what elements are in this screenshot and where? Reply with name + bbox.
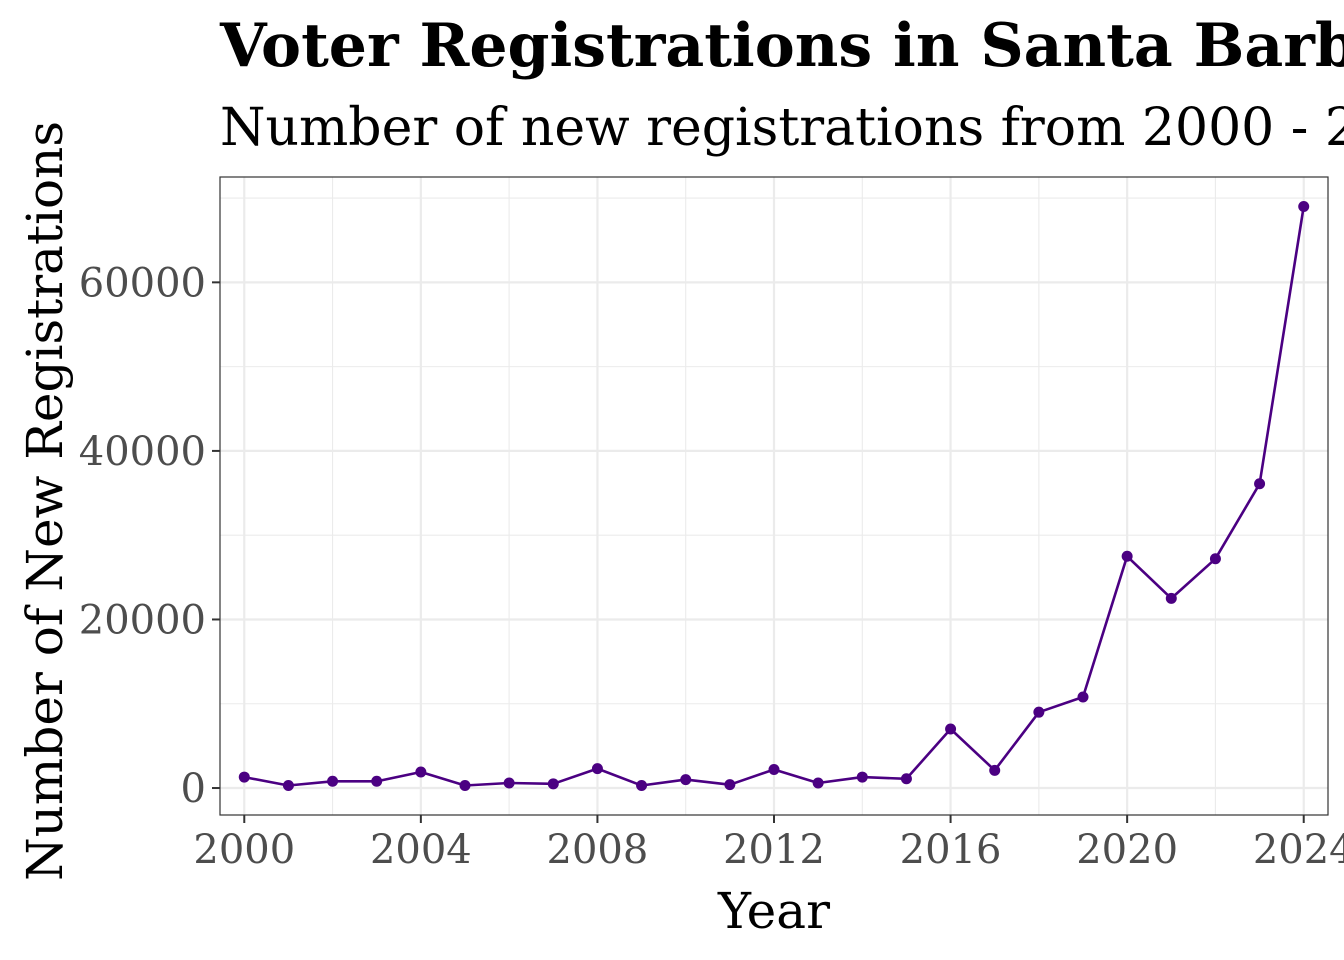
x-tick-label-2016: 2016: [900, 827, 1002, 873]
chart-subtitle: Number of new registrations from 2000 - …: [220, 98, 1344, 158]
data-point-2012: [768, 763, 780, 775]
data-point-2020: [1121, 550, 1133, 562]
data-point-2004: [415, 766, 427, 778]
data-point-2007: [547, 778, 559, 790]
data-point-2018: [1033, 706, 1045, 718]
y-tick-label-0: 0: [181, 766, 206, 812]
data-point-2000: [238, 771, 250, 783]
y-axis-title: Number of New Registrations: [16, 121, 74, 881]
data-point-2006: [503, 777, 515, 789]
data-point-2017: [989, 764, 1001, 776]
x-tick-label-2000: 2000: [193, 827, 295, 873]
data-point-2021: [1165, 592, 1177, 604]
data-point-2005: [459, 780, 471, 792]
data-point-2010: [680, 774, 692, 786]
plot-area: 2000 2004 2008 2012 2016 2020 2024 0 20000 40000 6…: [79, 176, 1344, 873]
data-point-2003: [371, 775, 383, 787]
y-tick-label-20000: 20000: [79, 597, 206, 643]
data-point-2008: [591, 763, 603, 775]
x-axis-title: Year: [717, 882, 830, 940]
data-point-2016: [945, 723, 957, 735]
y-tick-label-60000: 60000: [79, 260, 206, 306]
data-point-2022: [1209, 553, 1221, 565]
x-tick-label-2008: 2008: [547, 827, 649, 873]
data-point-2023: [1254, 478, 1266, 490]
y-tick-label-40000: 40000: [79, 429, 206, 475]
data-point-2013: [812, 777, 824, 789]
data-point-2002: [327, 775, 339, 787]
data-point-2024: [1298, 200, 1310, 212]
data-point-2015: [900, 773, 912, 785]
data-point-2001: [282, 780, 294, 792]
chart-title: Voter Registrations in Santa Barbara: [219, 11, 1344, 81]
data-point-2019: [1077, 691, 1089, 703]
data-point-2014: [856, 771, 868, 783]
x-tick-label-2004: 2004: [370, 827, 472, 873]
data-point-2011: [724, 779, 736, 791]
x-tick-label-2020: 2020: [1076, 827, 1178, 873]
x-tick-label-2024: 2024: [1253, 827, 1344, 873]
data-point-2009: [636, 780, 648, 792]
x-tick-label-2012: 2012: [723, 827, 825, 873]
